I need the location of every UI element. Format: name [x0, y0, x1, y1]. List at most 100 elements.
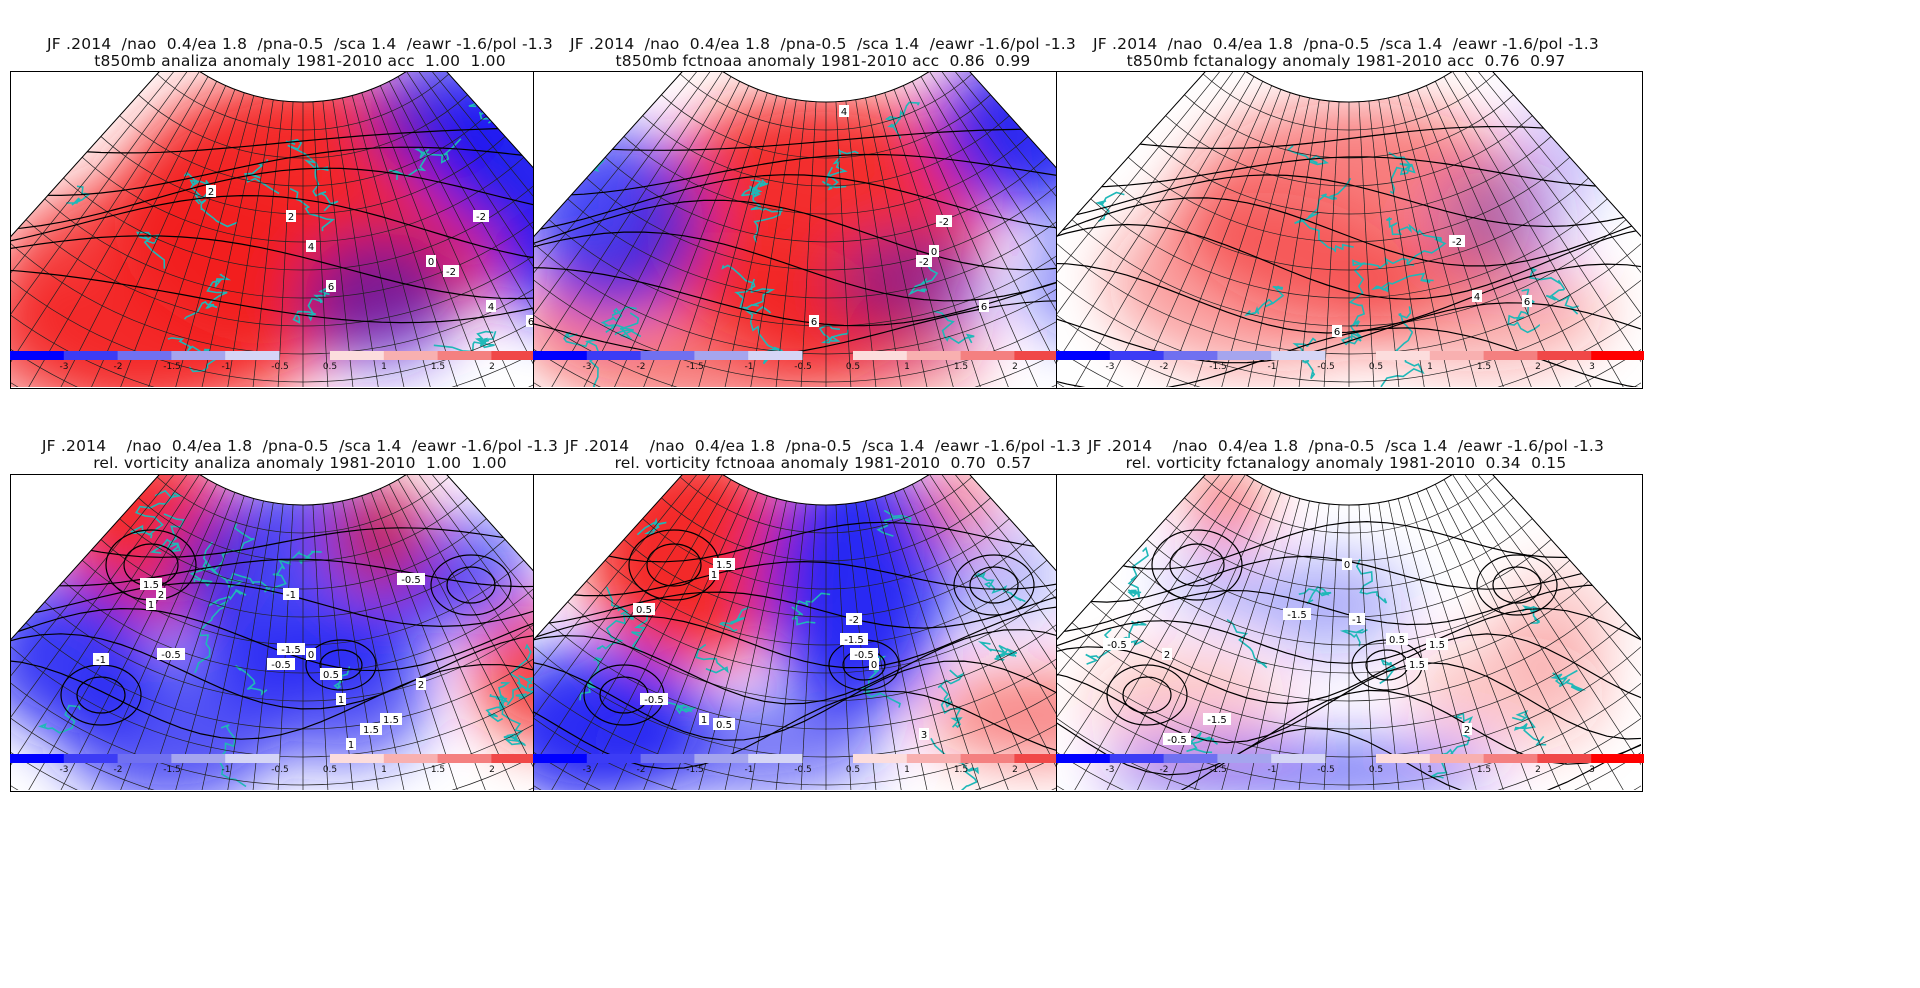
contour-label: 1 — [338, 695, 344, 706]
colorbar-swatch-negative — [171, 351, 226, 360]
contour-label: 0.5 — [636, 605, 652, 616]
contour-label: 6 — [811, 317, 817, 328]
contour-label: 0 — [1344, 560, 1350, 571]
positive-anomaly-region — [1497, 565, 1617, 685]
colorbar-swatch-positive — [906, 351, 962, 360]
contour-label: -0.5 — [401, 575, 421, 586]
contour-lines — [1057, 125, 1641, 387]
panel-title-line2: t850mb fctnoaa anomaly 1981-2010 acc 0.8… — [615, 52, 1031, 70]
colorbar-swatch-negative — [533, 754, 588, 763]
colorbar-swatch-positive — [383, 351, 439, 360]
map-sector: 1.510.5-2-1.5-0.50-0.51 0.53 — [534, 475, 1118, 790]
colorbar-swatch-positive — [960, 351, 1015, 360]
colorbar-swatch-negative — [1163, 754, 1218, 763]
colorbar-tick-label: -2 — [636, 765, 646, 775]
colorbar-swatch-positive — [330, 754, 385, 763]
contour-label: 4 — [1474, 292, 1480, 303]
colorbar-vort-analiza: -3-2-1.5-1-0.50.511.523 — [10, 754, 598, 775]
contour-label: -0.5 — [1167, 735, 1187, 746]
colorbar-swatch-positive — [437, 754, 492, 763]
colorbar-swatch-positive — [1537, 754, 1592, 763]
colorbar-swatch-positive — [853, 754, 908, 763]
contour-lines — [1057, 520, 1641, 790]
contour-label: -2 — [919, 257, 929, 268]
colorbar-swatch-positive — [491, 754, 546, 763]
contour-label: 2 — [418, 680, 424, 691]
colorbar-tick-label: 2 — [489, 765, 495, 775]
contour-label: 0.5 — [1389, 635, 1405, 646]
colorbar-tick-label: 3 — [1589, 362, 1595, 372]
colorbar-swatch-negative — [748, 754, 803, 763]
contour-labels: -2 4 6 6 — [1332, 235, 1532, 338]
contour-labels: 1.510.5-2-1.5-0.50-0.51 0.53 — [633, 558, 929, 741]
negative-anomaly-region — [181, 605, 301, 705]
contour-label: 6 — [528, 317, 534, 328]
colorbar-tick-label: -1 — [1267, 765, 1277, 775]
colorbar-tick-label: -1 — [221, 362, 231, 372]
colorbar-tick-label: -1 — [744, 765, 754, 775]
colorbar-swatch-positive — [906, 754, 962, 763]
colorbar-tick-label: -1.5 — [163, 362, 181, 372]
contour-labels: 1.521-1-0.5-1.5-0.500.511.5-0.5-121.51 — [93, 573, 426, 751]
colorbar-tick-label: 0.5 — [322, 362, 338, 372]
colorbar-swatch-positive — [1376, 754, 1431, 763]
colorbar-tick-label: -3 — [1105, 362, 1115, 372]
map-svg: 2 2 4 6 -2 0 -2 6 4 — [11, 72, 595, 387]
colorbar-swatch-positive — [1483, 754, 1538, 763]
contour-label: 4 — [488, 302, 494, 313]
colorbar-swatch-negative — [640, 754, 695, 763]
map-sector-outline — [534, 72, 1118, 238]
colorbar-tick-label: -2 — [113, 362, 123, 372]
panel-title-line1: JF .2014 /nao 0.4/ea 1.8 /pna-0.5 /sca 1… — [1087, 437, 1605, 455]
colorbar-t850-fctnoaa: -3-2-1.5-1-0.50.511.523 — [533, 351, 1121, 372]
map-t850-fctnoaa: 4 -2 0 -2 6 6 — [533, 71, 1120, 389]
colorbar-swatch-positive — [1376, 351, 1431, 360]
colorbar-swatch-negative — [1217, 754, 1272, 763]
colorbar-swatch-positive — [1537, 351, 1592, 360]
colorbar-swatch-positive — [491, 351, 546, 360]
colorbar-swatch-positive — [853, 351, 908, 360]
colorbar-tick-label: -0.5 — [1317, 362, 1335, 372]
colorbar-swatches — [1056, 754, 1644, 763]
colorbar-t850-fctanalogy: -3 -2 -1.5 -1 -0.5 0.5 1 1.5 2 3 — [1056, 351, 1644, 372]
colorbar-swatch-positive — [1483, 351, 1538, 360]
panel-title-line1: JF .2014 /nao 0.4/ea 1.8 /pna-0.5 /sca 1… — [41, 437, 559, 455]
contour-label: 6 — [328, 282, 334, 293]
colorbar-swatches — [533, 351, 1121, 360]
colorbar-swatch-negative — [171, 754, 226, 763]
colorbar-tick-label: 1 — [1427, 765, 1433, 775]
contour-label: -1.5 — [1207, 715, 1227, 726]
colorbar-tick-label: 3 — [1589, 765, 1595, 775]
contour-label: 2 — [1464, 725, 1470, 736]
map-vort-analiza: 1.5 2 1 -1 -0.5 -1.5 -0.5 0 0.5 1 1.5 -0.5 -1 2 1.5 1 — [10, 474, 597, 792]
contour-label: 0 — [931, 247, 937, 258]
colorbar-swatches — [10, 351, 598, 360]
colorbar-t850-analiza: -3-2-1.5-1-0.50.511.523 — [10, 351, 598, 372]
colorbar-tick-label: 2 — [1535, 362, 1541, 372]
contour-label: 1.5 — [716, 560, 732, 571]
colorbar-tick-label: -0.5 — [271, 765, 289, 775]
colorbar-swatch-negative — [586, 351, 642, 360]
contour-label: 1 — [701, 715, 707, 726]
colorbar-swatches — [533, 754, 1121, 763]
contour-lines — [534, 128, 1118, 359]
colorbar-swatch-positive — [1429, 351, 1485, 360]
colorbar-swatch-negative — [533, 351, 588, 360]
map-svg: 1.521-1-0.5-1.5-0.500.511.5-0.5-121.51 — [11, 475, 595, 790]
colorbar-swatch-negative — [1217, 351, 1272, 360]
contour-lines — [11, 527, 595, 740]
positive-anomaly-region — [1187, 475, 1267, 545]
contour-label: -1 — [286, 590, 296, 601]
contour-label: 6 — [1334, 327, 1340, 338]
colorbar-tick-label: -3 — [59, 765, 69, 775]
colorbar-tick-label: -2 — [113, 765, 123, 775]
colorbar-swatch-negative — [694, 754, 749, 763]
contour-label: 6 — [1524, 297, 1530, 308]
map-sector-outline — [11, 475, 595, 641]
map-vort-fctanalogy: 0 -1.5 -0.5 -1 0.5 1.5 1.5 2 -1.5 -0.5 2 — [1056, 474, 1643, 792]
colorbar-tick-label: 0.5 — [322, 765, 338, 775]
colorbar-swatch-positive — [383, 754, 439, 763]
colorbar-tick-label: 1 — [904, 765, 910, 775]
contour-lines — [11, 125, 595, 324]
colorbar-swatch-negative — [1056, 754, 1111, 763]
